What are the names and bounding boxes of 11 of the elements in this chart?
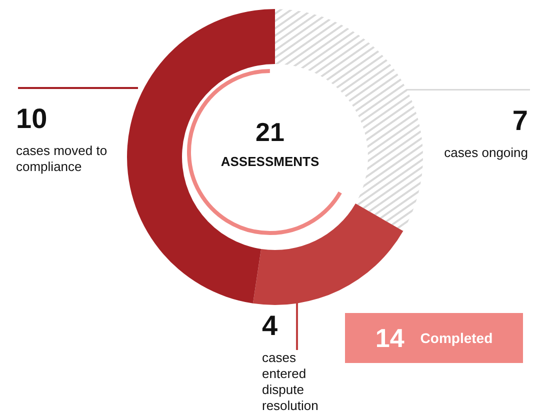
donut-slice [252, 204, 404, 305]
text: Completed [420, 330, 493, 346]
text: ASSESSMENTS [220, 154, 320, 169]
slice-label: cases entered dispute resolution [262, 350, 342, 413]
slice-label: cases moved to compliance [16, 143, 126, 175]
data-label: 4 [262, 310, 279, 342]
text: 14 [375, 322, 404, 354]
data-label: 7 [511, 105, 528, 137]
slice-label: cases ongoing [444, 145, 528, 161]
text: 21 [254, 117, 286, 148]
data-label: 10 [16, 103, 48, 135]
